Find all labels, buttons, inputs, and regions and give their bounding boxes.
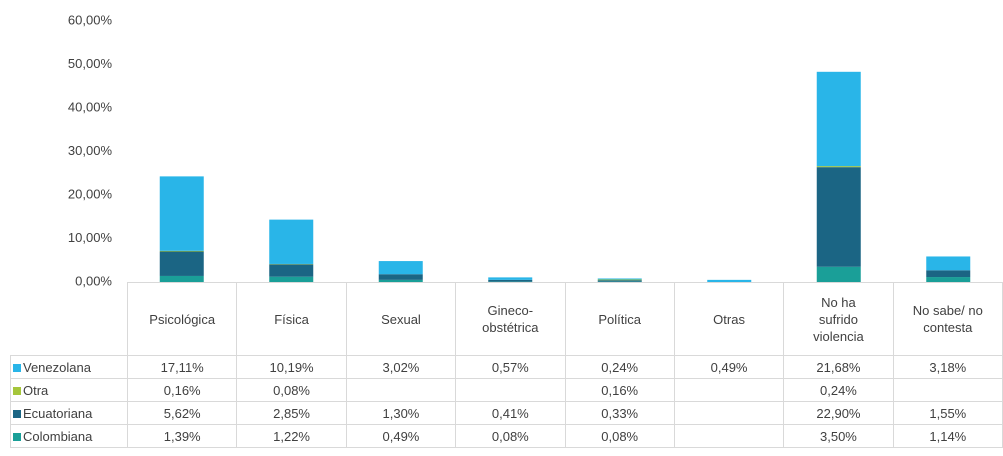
bar	[816, 71, 861, 167]
data-label: 0,57%	[491, 359, 529, 375]
bar	[597, 279, 642, 281]
bar	[488, 279, 533, 282]
bar	[926, 256, 971, 271]
bar	[816, 166, 861, 168]
category-label: Otras	[713, 311, 745, 327]
bar	[269, 219, 314, 264]
y-tick-label: 20,00%	[68, 186, 113, 201]
data-label: 0,49%	[710, 359, 748, 375]
data-label: 0,24%	[820, 382, 857, 398]
data-label: 1,30%	[382, 405, 420, 421]
category-label: No sabe/ no contesta	[912, 303, 983, 335]
data-label: 1,14%	[929, 428, 967, 444]
data-label: 2,85%	[273, 405, 310, 421]
category-label: Psicológica	[149, 311, 216, 327]
y-tick-label: 60,00%	[68, 12, 113, 27]
data-label: 0,16%	[601, 382, 639, 398]
bar	[159, 250, 204, 252]
data-label: 3,02%	[382, 359, 420, 375]
bar	[816, 266, 861, 282]
legend-swatch	[13, 409, 21, 418]
data-label: 0,08%	[273, 382, 310, 398]
category-label: Física	[274, 311, 309, 327]
data-label: 0,33%	[601, 405, 639, 421]
bar	[707, 279, 752, 282]
category-label: Política	[598, 311, 641, 327]
bar	[269, 276, 314, 282]
y-tick-label: 50,00%	[68, 56, 113, 71]
bar	[816, 167, 861, 267]
bar	[378, 261, 423, 275]
y-tick-label: 30,00%	[68, 143, 113, 158]
bar	[159, 251, 204, 276]
legend-swatch	[13, 432, 21, 441]
data-label: 1,22%	[273, 428, 310, 444]
data-label: 3,18%	[929, 359, 967, 375]
legend-label: Ecuatoriana	[23, 405, 93, 421]
bar	[159, 275, 204, 282]
data-label: 1,39%	[163, 428, 201, 444]
data-label: 1,55%	[929, 405, 967, 421]
data-label: 0,24%	[601, 359, 639, 375]
data-label: 0,16%	[163, 382, 201, 398]
category-label: Gineco-obstétrica	[482, 303, 539, 335]
bar	[378, 279, 423, 282]
legend-label: Colombiana	[23, 428, 93, 444]
data-table: Psicológica Física Sexual Gineco-obstétrica…	[10, 282, 1003, 448]
data-label: 0,08%	[601, 428, 639, 444]
data-label: 5,62%	[163, 405, 201, 421]
bar	[378, 274, 423, 280]
data-label: 10,19%	[269, 359, 314, 375]
category-label: No ha sufrido violencia	[813, 294, 864, 344]
bar	[926, 270, 971, 278]
bar	[269, 264, 314, 277]
data-label: 0,49%	[382, 428, 420, 444]
legend-label: Otra	[23, 382, 49, 398]
y-tick-label: 10,00%	[68, 230, 113, 245]
legend-swatch	[13, 386, 21, 395]
bar	[159, 176, 204, 251]
data-label: 0,08%	[491, 428, 529, 444]
data-label: 0,41%	[491, 405, 529, 421]
bar	[597, 278, 642, 280]
bar	[597, 280, 642, 282]
category-label: Sexual	[381, 311, 421, 327]
y-tick-label: 40,00%	[68, 99, 113, 114]
legend-swatch	[13, 363, 21, 372]
data-label: 21,68%	[816, 359, 861, 375]
bar	[926, 277, 971, 282]
data-label: 22,90%	[816, 405, 861, 421]
bar	[488, 277, 533, 280]
data-label: 3,50%	[820, 428, 857, 444]
legend-label: Venezolana	[23, 359, 91, 375]
data-label: 17,11%	[160, 359, 204, 375]
